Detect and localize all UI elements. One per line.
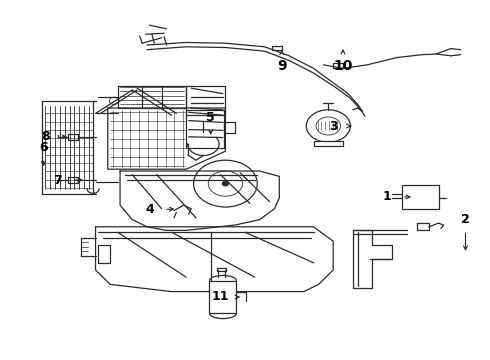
Polygon shape (120, 171, 279, 230)
Polygon shape (108, 108, 225, 169)
Text: 2: 2 (461, 213, 470, 226)
Polygon shape (353, 230, 392, 288)
Text: 1: 1 (383, 190, 392, 203)
Polygon shape (314, 141, 343, 146)
Text: 9: 9 (277, 59, 287, 72)
Bar (402, 185, 439, 209)
Text: 3: 3 (329, 120, 338, 132)
Polygon shape (186, 110, 224, 148)
Polygon shape (272, 46, 282, 50)
Polygon shape (217, 268, 226, 271)
Bar (210, 281, 236, 313)
Polygon shape (96, 227, 333, 292)
Text: 6: 6 (39, 141, 48, 154)
Polygon shape (224, 122, 235, 133)
Polygon shape (333, 63, 343, 68)
Text: 8: 8 (41, 130, 49, 143)
Text: 5: 5 (206, 111, 215, 124)
Polygon shape (98, 245, 110, 263)
Polygon shape (68, 134, 78, 140)
Polygon shape (68, 177, 78, 183)
Polygon shape (416, 223, 429, 230)
Circle shape (222, 181, 228, 186)
Text: 11: 11 (212, 291, 229, 303)
Text: 7: 7 (53, 174, 62, 186)
Text: 10: 10 (333, 59, 353, 72)
Polygon shape (118, 86, 186, 108)
Polygon shape (186, 86, 225, 115)
Text: 4: 4 (145, 203, 154, 216)
